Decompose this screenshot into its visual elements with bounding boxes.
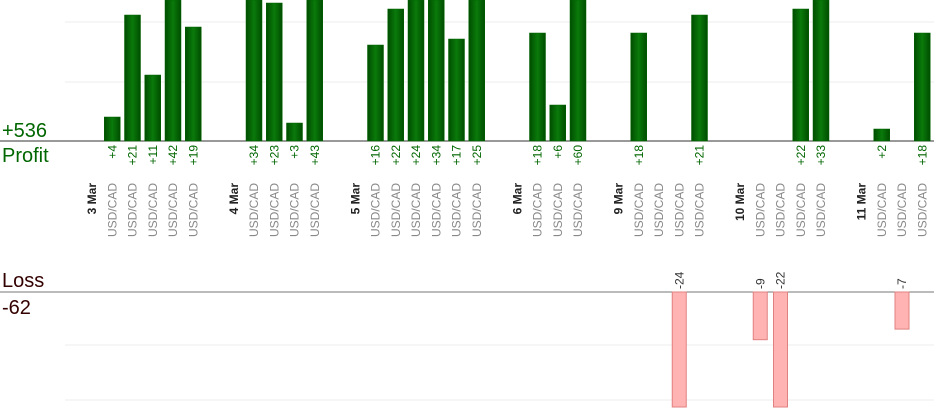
value-label: -9 bbox=[753, 278, 767, 289]
value-label: +25 bbox=[470, 145, 484, 166]
value-label: +3 bbox=[288, 145, 302, 159]
category-label: USD/CAD bbox=[186, 183, 200, 237]
category-label: USD/CAD bbox=[450, 183, 464, 237]
value-label: +23 bbox=[267, 145, 281, 166]
value-label: +22 bbox=[794, 145, 808, 166]
day-label: 6 Mar bbox=[510, 183, 524, 215]
value-label: +11 bbox=[146, 145, 160, 165]
value-label: +21 bbox=[126, 145, 140, 166]
profit-bar bbox=[448, 38, 465, 142]
loss-bar bbox=[773, 291, 788, 408]
category-label: USD/CAD bbox=[429, 183, 443, 237]
category-label: USD/CAD bbox=[267, 183, 281, 237]
profit-bar bbox=[407, 0, 425, 142]
value-label: +18 bbox=[632, 145, 646, 166]
day-label: 9 Mar bbox=[612, 183, 626, 215]
profit-bar bbox=[468, 0, 485, 142]
profit-bar bbox=[104, 116, 121, 142]
value-label: +18 bbox=[531, 145, 545, 166]
category-label: USD/CAD bbox=[409, 183, 423, 237]
profit-bar bbox=[185, 26, 202, 142]
value-label: +21 bbox=[693, 145, 707, 166]
category-label: USD/CAD bbox=[126, 183, 140, 237]
category-label: USD/CAD bbox=[794, 183, 808, 237]
category-label: USD/CAD bbox=[632, 183, 646, 237]
loss-bar bbox=[671, 291, 687, 408]
value-label: +6 bbox=[551, 145, 565, 159]
category-label: USD/CAD bbox=[308, 183, 322, 237]
profit-bar bbox=[529, 32, 546, 142]
value-label: +34 bbox=[429, 145, 443, 166]
category-label: USD/CAD bbox=[146, 183, 160, 237]
category-label: USD/CAD bbox=[814, 183, 828, 237]
loss-total: -62 bbox=[2, 297, 31, 319]
profit-bar bbox=[164, 0, 182, 142]
profit-bar bbox=[691, 14, 708, 142]
value-label: +22 bbox=[389, 145, 403, 166]
value-label: +19 bbox=[186, 145, 200, 166]
category-label: USD/CAD bbox=[288, 183, 302, 237]
profit-bar bbox=[367, 44, 384, 142]
category-label: USD/CAD bbox=[875, 183, 889, 237]
value-label: +60 bbox=[571, 145, 585, 166]
category-label: USD/CAD bbox=[693, 183, 707, 237]
category-label: USD/CAD bbox=[531, 183, 545, 237]
day-label: 11 Mar bbox=[855, 183, 869, 221]
category-label: USD/CAD bbox=[247, 183, 261, 237]
value-label: +16 bbox=[369, 145, 383, 166]
day-label: 5 Mar bbox=[348, 183, 362, 215]
category-label: USD/CAD bbox=[672, 183, 686, 237]
value-label: +18 bbox=[915, 145, 929, 166]
value-label: +24 bbox=[409, 145, 423, 166]
profit-bar bbox=[306, 0, 323, 142]
category-label: USD/CAD bbox=[895, 183, 909, 237]
category-label: USD/CAD bbox=[389, 183, 403, 237]
profit-bar bbox=[569, 0, 587, 142]
profit-bar bbox=[245, 0, 263, 142]
profit-label: Profit bbox=[2, 145, 49, 167]
day-label: 10 Mar bbox=[733, 183, 747, 221]
profit-bar bbox=[124, 14, 141, 142]
value-label: +34 bbox=[247, 145, 261, 166]
profit-bar bbox=[266, 2, 283, 142]
category-label: USD/CAD bbox=[369, 183, 383, 237]
value-label: -22 bbox=[774, 271, 788, 289]
category-label: USD/CAD bbox=[105, 183, 119, 237]
value-label: +17 bbox=[450, 145, 464, 166]
value-label: +43 bbox=[308, 145, 322, 166]
category-label: USD/CAD bbox=[571, 183, 585, 237]
loss-bar bbox=[752, 291, 768, 341]
profit-bar bbox=[630, 32, 647, 142]
profit-bar bbox=[387, 8, 404, 142]
category-label: USD/CAD bbox=[166, 183, 180, 237]
category-label: USD/CAD bbox=[915, 183, 929, 237]
category-label: USD/CAD bbox=[551, 183, 565, 237]
day-label: 3 Mar bbox=[85, 183, 99, 215]
category-label: USD/CAD bbox=[774, 183, 788, 237]
profit-bar bbox=[873, 128, 890, 142]
category-label: USD/CAD bbox=[652, 183, 666, 237]
profit-total: +536 bbox=[2, 120, 47, 142]
profit-bar bbox=[812, 0, 830, 142]
value-label: +42 bbox=[166, 145, 180, 166]
value-label: -24 bbox=[672, 271, 686, 289]
profit-bar bbox=[549, 104, 566, 142]
loss-label: Loss bbox=[2, 270, 44, 292]
profit-bar bbox=[792, 8, 809, 142]
category-label: USD/CAD bbox=[470, 183, 484, 237]
value-label: +2 bbox=[875, 145, 889, 159]
loss-bar bbox=[894, 291, 910, 330]
day-label: 4 Mar bbox=[227, 183, 241, 215]
profit-bar bbox=[144, 74, 161, 142]
value-label: +4 bbox=[105, 145, 119, 159]
profit-bar bbox=[286, 122, 303, 142]
profit-bar bbox=[914, 32, 931, 142]
value-label: -7 bbox=[895, 278, 909, 289]
profit-bar bbox=[428, 0, 445, 142]
value-label: +33 bbox=[814, 145, 828, 166]
category-label: USD/CAD bbox=[753, 183, 767, 237]
